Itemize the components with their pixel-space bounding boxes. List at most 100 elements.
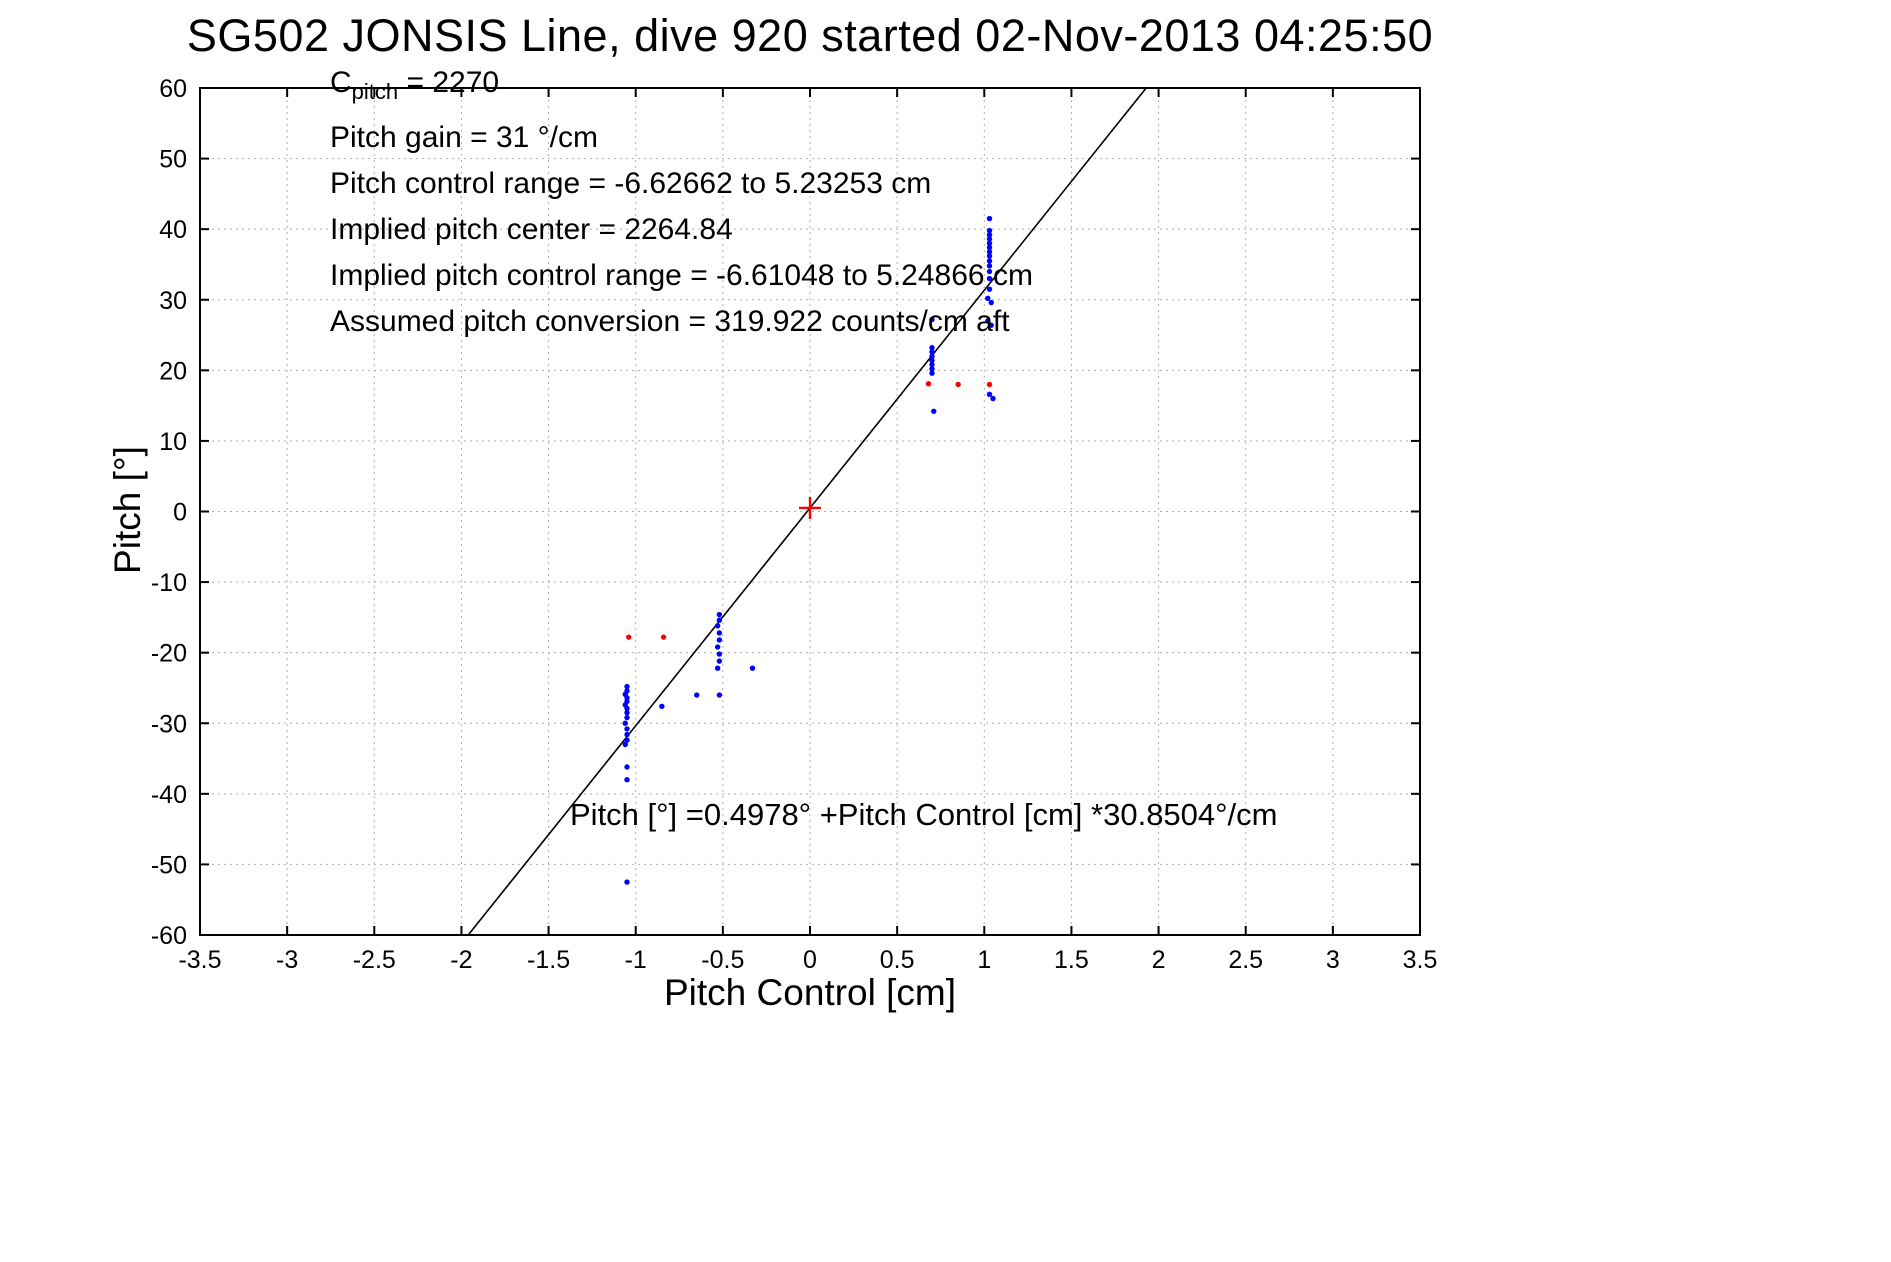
- pitch-observations-point: [624, 764, 630, 770]
- pitch-observations-point: [986, 227, 993, 234]
- pitch-observations-point: [714, 623, 721, 629]
- pitch-observations-point: [624, 777, 630, 783]
- pitch-observations-point: [929, 361, 935, 368]
- annotation-block: Cpitch = 2270 Pitch gain = 31 °/cm Pitch …: [330, 60, 1033, 345]
- pitch-observations-point: [986, 232, 993, 238]
- x-tick-label: -1.5: [527, 946, 570, 974]
- y-tick-label: 0: [173, 499, 187, 527]
- cpitch-subscript: pitch: [351, 79, 399, 104]
- pitch-observations-point: [659, 703, 665, 710]
- chart-title: SG502 JONSIS Line, dive 920 started 02-N…: [186, 10, 1434, 61]
- pitch-observations-point: [986, 236, 993, 242]
- x-tick-label: 3: [1326, 946, 1340, 974]
- y-axis-label: Pitch [°]: [107, 446, 148, 574]
- cpitch-rest: = 2270: [398, 66, 500, 99]
- x-tick-label: 1: [977, 946, 991, 974]
- pitch-observations-point: [986, 268, 993, 275]
- pitch-observations-point: [716, 658, 723, 664]
- x-tick-label: 3.5: [1403, 946, 1438, 974]
- annotation-cpitch: Cpitch = 2270: [330, 60, 1033, 115]
- annotation-line: Pitch gain = 31 °/cm: [330, 121, 598, 154]
- y-tick-label: -50: [151, 851, 187, 879]
- pitch-observations-point: [624, 683, 630, 690]
- pitch-observations-point: [716, 611, 723, 618]
- pitch-observations-point: [929, 357, 935, 364]
- y-tick-label: -10: [151, 569, 187, 597]
- pitch-observations-point: [986, 391, 993, 398]
- pitch-observations-point: [622, 720, 628, 726]
- pitch-observations-point: [985, 295, 991, 302]
- pitch-observations-point: [986, 263, 993, 269]
- pitch-observations-point: [929, 316, 935, 323]
- x-tick-label: -2: [450, 946, 472, 974]
- annotation-lines: Pitch gain = 31 °/cm Pitch control range …: [330, 115, 1033, 345]
- pitch-observations-point: [749, 665, 756, 671]
- x-tick-label: -3: [276, 946, 298, 974]
- pitch-observations-point: [694, 692, 700, 698]
- y-tick-label: 10: [159, 428, 187, 456]
- y-tick-label: 50: [159, 146, 187, 174]
- pitch-observations-point: [986, 249, 993, 255]
- x-tick-label: 0.5: [880, 946, 915, 974]
- pitch-observations-point: [624, 726, 630, 732]
- pitch-observations-point: [624, 705, 630, 712]
- y-tick-label: 30: [159, 287, 187, 315]
- annotation-line: Pitch control range = -6.62662 to 5.2325…: [330, 167, 932, 200]
- pitch-observations-point: [929, 353, 935, 359]
- x-tick-label: -2.5: [353, 946, 396, 974]
- pitch-observations-point: [714, 665, 721, 671]
- pitch-observations-point: [988, 322, 994, 328]
- pitch-observations-point: [986, 253, 993, 259]
- fit-line: [467, 87, 1147, 936]
- x-axis-label: Pitch Control [cm]: [664, 972, 956, 1013]
- pitch-observations-point: [986, 286, 993, 292]
- annotation-line: Implied pitch control range = -6.61048 t…: [330, 259, 1033, 292]
- pitch-observations-point: [986, 215, 993, 222]
- flagged-observations-point: [626, 634, 632, 640]
- x-tick-label: -1: [625, 946, 647, 974]
- pitch-observations-point: [622, 741, 628, 748]
- x-tick-label: 2.5: [1228, 946, 1263, 974]
- pitch-observations-point: [624, 879, 630, 885]
- y-tick-label: -40: [151, 781, 187, 809]
- x-tick-label: 2: [1152, 946, 1166, 974]
- pitch-observations-point: [988, 299, 994, 306]
- pitch-observations-point: [986, 244, 993, 251]
- flagged-observations-point: [660, 634, 667, 640]
- pitch-observations-point: [986, 240, 993, 246]
- x-tick-label: -0.5: [701, 946, 744, 974]
- annotation-line: Assumed pitch conversion = 319.922 count…: [330, 305, 1010, 338]
- pitch-observations-point: [714, 644, 721, 650]
- y-tick-label: 20: [159, 357, 187, 385]
- pitch-observations-point: [716, 637, 723, 643]
- pitch-observations-point: [716, 617, 723, 623]
- pitch-observations-point: [990, 395, 996, 402]
- pitch-observations-point: [985, 318, 991, 324]
- fit-equation-label: Pitch [°] =0.4978° +Pitch Control [cm] *…: [570, 797, 1278, 832]
- flagged-observations-point: [925, 381, 932, 387]
- pitch-observations-point: [931, 408, 937, 414]
- flagged-observations-point: [955, 381, 961, 388]
- pitch-observations-point: [986, 258, 993, 264]
- pitch-observations-point: [929, 349, 935, 355]
- x-tick-label: 0: [803, 946, 817, 974]
- pitch-observations-point: [929, 370, 935, 376]
- pitch-observations-point: [624, 731, 630, 738]
- pitch-observations-point: [624, 737, 630, 743]
- y-tick-label: -30: [151, 710, 187, 738]
- y-tick-label: 40: [159, 216, 187, 244]
- x-tick-label: -3.5: [178, 946, 221, 974]
- pitch-observations-point: [716, 630, 723, 636]
- pitch-observations-point: [986, 275, 993, 282]
- pitch-observations-point: [929, 345, 935, 351]
- pitch-observations-point: [929, 366, 935, 372]
- cpitch-base: C: [330, 66, 352, 99]
- pitch-observations-point: [716, 651, 723, 657]
- annotation-line: Implied pitch center = 2264.84: [330, 213, 733, 246]
- pitch-observations-point: [624, 714, 630, 721]
- pitch-observations-point: [716, 692, 723, 698]
- y-tick-label: 60: [159, 75, 187, 103]
- y-tick-label: -60: [151, 922, 187, 950]
